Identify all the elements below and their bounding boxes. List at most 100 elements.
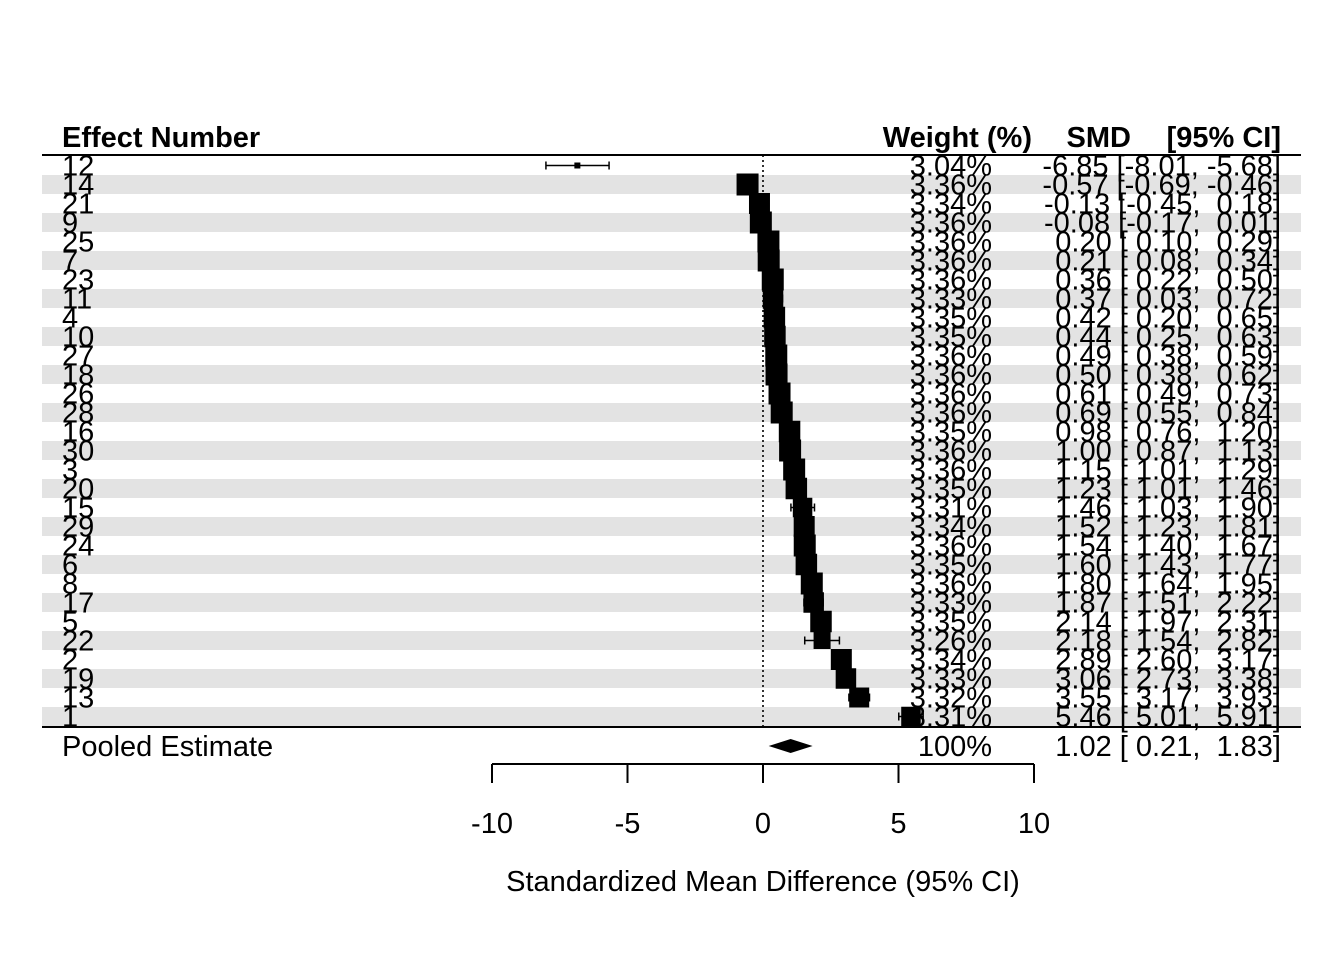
effect-square — [757, 230, 780, 253]
effect-square — [793, 516, 815, 537]
effect-square — [763, 306, 786, 329]
study-row: 19 3.33% 3.06 [ 2.73, 3.38] — [62, 664, 1281, 696]
effect-square — [736, 173, 759, 196]
study-row: 29 3.34% 1.52 [ 1.23, 1.81] — [62, 512, 1281, 544]
smd-ci-value: 1.52 [ 1.23, 1.81] — [1047, 512, 1281, 544]
smd-ci-value: 1.46 [ 1.03, 1.90] — [1047, 493, 1281, 525]
effect-square — [792, 497, 813, 518]
row-stripe — [42, 213, 1301, 232]
smd-ci-value: 1.60 [ 1.43, 1.77] — [1047, 550, 1281, 582]
smd-ci-value: 1.00 [ 0.87, 1.13] — [1047, 436, 1281, 468]
row-stripe — [42, 555, 1301, 574]
study-row: 21 3.34% -0.13 [-0.45, 0.18] — [62, 189, 1281, 221]
effect-square — [749, 211, 772, 234]
effect-square — [574, 162, 581, 169]
smd-ci-value: -0.08 [-0.17, 0.01] — [1044, 208, 1281, 240]
study-row: 9 3.36% -0.08 [-0.17, 0.01] — [62, 208, 1281, 240]
smd-ci-value: 0.49 [ 0.38, 0.59] — [1047, 341, 1281, 373]
row-stripe — [42, 365, 1301, 384]
study-row: 2 3.34% 2.89 [ 2.60, 3.17] — [62, 645, 1281, 677]
study-label: 1 — [62, 702, 78, 734]
row-stripe — [42, 441, 1301, 460]
study-label: 15 — [62, 493, 94, 525]
effect-square — [765, 363, 788, 386]
row-stripe — [42, 403, 1301, 422]
weight-value: 3.33% — [910, 284, 992, 316]
study-label: 6 — [62, 550, 78, 582]
study-row: 8 3.36% 1.80 [ 1.64, 1.95] — [62, 569, 1281, 601]
weight-value: 3.34% — [910, 512, 992, 544]
study-label: 27 — [62, 341, 94, 373]
weight-value: 3.36% — [910, 455, 992, 487]
study-row: 4 3.35% 0.42 [ 0.20, 0.65] — [62, 303, 1281, 335]
effect-square — [768, 382, 791, 405]
smd-ci-value: 2.18 [ 1.54, 2.82] — [1047, 626, 1281, 658]
table-header: Effect Number Weight (%) SMD [95% CI] — [62, 122, 1281, 154]
study-label: 2 — [62, 645, 78, 677]
x-tick-label: 5 — [890, 808, 906, 840]
x-axis-label: Standardized Mean Difference (95% CI) — [506, 866, 1020, 898]
weight-value: 3.35% — [910, 322, 992, 354]
weight-value: 3.36% — [910, 170, 992, 202]
effect-square — [761, 268, 784, 291]
weight-value: 3.36% — [910, 436, 992, 468]
weight-value: 3.35% — [910, 607, 992, 639]
weight-value: 3.34% — [910, 645, 992, 677]
study-label: 29 — [62, 512, 94, 544]
study-row: 14 3.36% -0.57 [-0.69, -0.46] — [62, 170, 1281, 202]
study-row: 11 3.33% 0.37 [ 0.03, 0.72] — [62, 284, 1281, 316]
smd-ci-value: 0.50 [ 0.38, 0.62] — [1047, 360, 1281, 392]
x-axis: -10 -5 0 5 10 — [471, 763, 1050, 840]
smd-ci-value: 1.23 [ 1.01, 1.46] — [1047, 474, 1281, 506]
study-label: 16 — [62, 417, 94, 449]
smd-ci-value: 1.87 [ 1.51, 2.22] — [1047, 588, 1281, 620]
effect-square — [835, 668, 857, 689]
effect-square — [779, 439, 802, 462]
study-label: 19 — [62, 664, 94, 696]
study-row: 25 3.36% 0.20 [ 0.10, 0.29] — [62, 227, 1281, 259]
study-label: 30 — [62, 436, 94, 468]
smd-ci-value: 1.54 [ 1.40, 1.67] — [1047, 531, 1281, 563]
smd-ci-value: 0.61 [ 0.49, 0.73] — [1047, 379, 1281, 411]
effect-square — [765, 344, 788, 367]
study-row: 16 3.35% 0.98 [ 0.76, 1.20] — [62, 417, 1281, 449]
row-stripe — [42, 707, 1301, 726]
study-label: 25 — [62, 227, 94, 259]
smd-ci-value: 1.80 [ 1.64, 1.95] — [1047, 569, 1281, 601]
study-label: 13 — [62, 683, 94, 715]
pooled-label: Pooled Estimate — [62, 731, 273, 763]
study-label: 14 — [62, 170, 94, 202]
pooled-estimate-row: Pooled Estimate 100% 1.02 [ 0.21, 1.83] — [62, 731, 1281, 763]
study-label: 3 — [62, 455, 78, 487]
weight-value: 3.36% — [910, 208, 992, 240]
study-label: 5 — [62, 607, 78, 639]
study-row: 7 3.36% 0.21 [ 0.08, 0.34] — [62, 246, 1281, 278]
study-row: 24 3.36% 1.54 [ 1.40, 1.67] — [62, 531, 1281, 563]
study-row: 26 3.36% 0.61 [ 0.49, 0.73] — [62, 379, 1281, 411]
study-row: 6 3.35% 1.60 [ 1.43, 1.77] — [62, 550, 1281, 582]
row-stripe — [42, 631, 1301, 650]
x-tick-label: -10 — [471, 808, 513, 840]
weight-value: 3.36% — [910, 531, 992, 563]
weight-value: 3.36% — [910, 265, 992, 297]
smd-ci-value: 0.36 [ 0.22, 0.50] — [1047, 265, 1281, 297]
weight-value: 3.26% — [910, 626, 992, 658]
pooled-estimate-text: 1.02 [ 0.21, 1.83] — [1047, 731, 1281, 763]
weight-value: 3.33% — [910, 664, 992, 696]
effect-square — [770, 401, 793, 424]
pooled-diamond — [768, 739, 813, 753]
effect-square — [783, 458, 806, 481]
weight-value: 3.35% — [910, 417, 992, 449]
weight-value: 3.36% — [910, 360, 992, 392]
smd-ci-value: -0.13 [-0.45, 0.18] — [1044, 189, 1281, 221]
effect-square — [795, 553, 818, 576]
pooled-weight: 100% — [918, 731, 992, 763]
weight-value: 3.35% — [910, 303, 992, 335]
study-label: 9 — [62, 208, 78, 240]
smd-ci-value: 2.14 [ 1.97, 2.31] — [1047, 607, 1281, 639]
weight-value: 3.36% — [910, 398, 992, 430]
smd-ci-value: -6.85 [-8.01, -5.68] — [1042, 151, 1281, 183]
effect-square — [785, 477, 808, 500]
row-stripe — [42, 479, 1301, 498]
